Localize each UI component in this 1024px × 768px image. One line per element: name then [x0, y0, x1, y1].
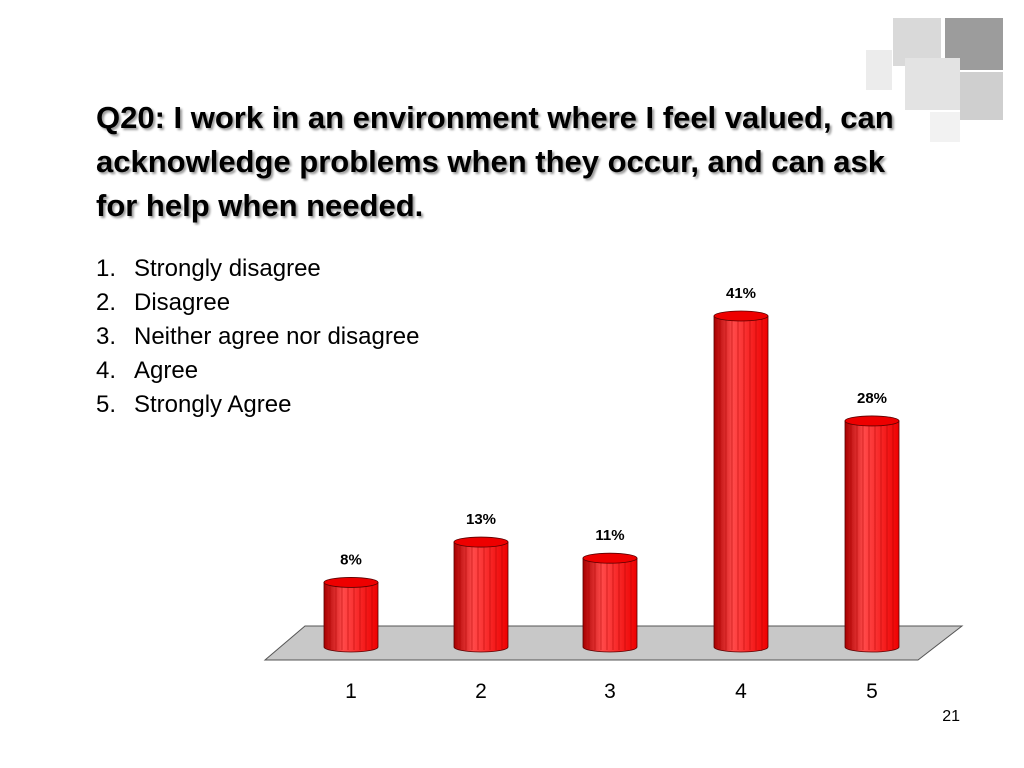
answer-option: 3. Neither agree nor disagree — [96, 320, 420, 354]
option-number: 1. — [96, 255, 117, 282]
question-title: Q20: I work in an environment where I fe… — [96, 100, 894, 223]
answer-option: 2. Disagree — [96, 286, 420, 320]
bar-value-label: 11% — [595, 527, 624, 544]
option-label: Strongly Agree — [134, 391, 292, 418]
deco-square — [866, 50, 892, 90]
option-label: Agree — [134, 357, 199, 384]
option-number: 4. — [96, 357, 117, 384]
bar — [844, 415, 900, 653]
x-tick-label: 1 — [345, 680, 357, 703]
bars-group: 8% 1 13% 2 11% 3 41% 4 28% 5 — [323, 285, 900, 703]
option-label: Strongly disagree — [134, 255, 321, 282]
slide-number: 21 — [942, 708, 960, 725]
x-tick-label: 4 — [735, 680, 747, 703]
bar — [323, 577, 379, 653]
deco-square — [960, 72, 1003, 120]
bar — [713, 310, 769, 653]
bar — [582, 552, 638, 653]
option-number: 3. — [96, 323, 117, 350]
option-number: 5. — [96, 391, 117, 418]
x-tick-label: 5 — [866, 680, 878, 703]
bar-value-label: 8% — [340, 551, 362, 568]
answer-option: 1. Strongly disagree — [96, 252, 420, 286]
x-tick-label: 3 — [604, 680, 616, 703]
answer-options-list: 1. Strongly disagree 2. Disagree 3. Neither… — [96, 252, 420, 422]
bar-value-label: 28% — [857, 390, 887, 407]
option-label: Disagree — [134, 289, 231, 316]
x-tick-label: 2 — [475, 680, 487, 703]
bar — [453, 536, 509, 653]
answer-option: 5. Strongly Agree — [96, 388, 420, 422]
answer-option: 4. Agree — [96, 354, 420, 388]
option-label: Neither agree nor disagree — [134, 323, 420, 350]
deco-square — [930, 112, 960, 142]
option-number: 2. — [96, 289, 117, 316]
bar-value-label: 41% — [726, 285, 756, 302]
bar-value-label: 13% — [466, 511, 496, 528]
deco-square — [905, 58, 960, 110]
